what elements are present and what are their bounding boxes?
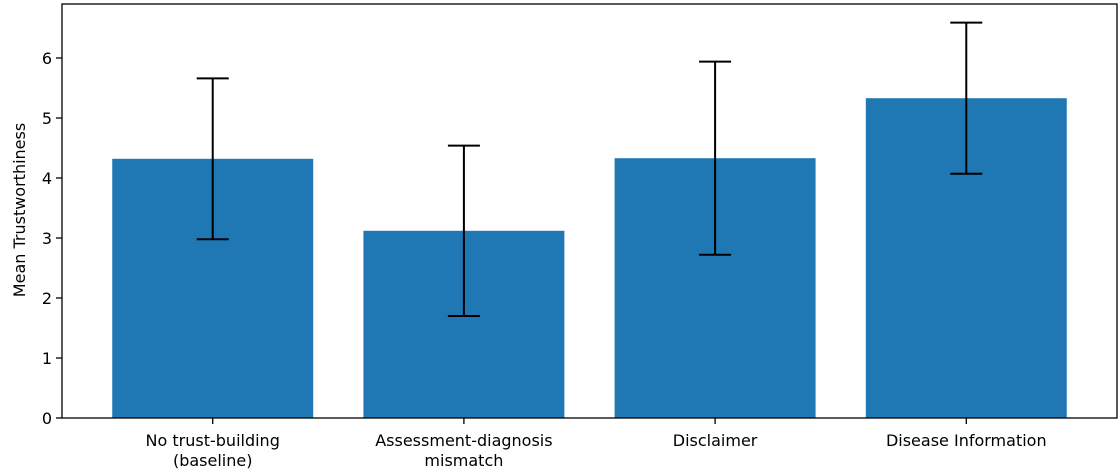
x-tick-label: No trust-building: [146, 431, 280, 450]
error-bar-1: [447, 144, 480, 317]
x-tick-label: Disclaimer: [673, 431, 758, 450]
x-tick-label: (baseline): [173, 451, 253, 469]
y-tick-label: 4: [42, 169, 52, 188]
y-tick-label: 6: [42, 49, 52, 68]
x-tick-label: Disease Information: [886, 431, 1047, 450]
y-tick-label: 0: [42, 409, 52, 428]
plot-frame: [61, 3, 1118, 419]
y-tick-label: 5: [42, 109, 52, 128]
error-bar-0: [196, 77, 229, 241]
x-tick-label: Assessment-diagnosis: [375, 431, 552, 450]
x-ticks-group: No trust-building(baseline) Assessment-di…: [146, 418, 1047, 469]
bars-group: [112, 98, 1067, 419]
y-ticks-group: 0 1 2 3 4 5 6: [42, 49, 62, 428]
y-tick-label: 1: [42, 349, 52, 368]
y-tick-label: 3: [42, 229, 52, 248]
y-axis-label: Mean Trustworthiness: [10, 123, 29, 297]
error-bar-3: [950, 21, 983, 175]
axes-group: [61, 3, 1118, 419]
error-bar-2: [699, 60, 732, 256]
x-tick-label: mismatch: [424, 451, 503, 469]
error-bars-group: [196, 21, 983, 317]
y-tick-label: 2: [42, 289, 52, 308]
